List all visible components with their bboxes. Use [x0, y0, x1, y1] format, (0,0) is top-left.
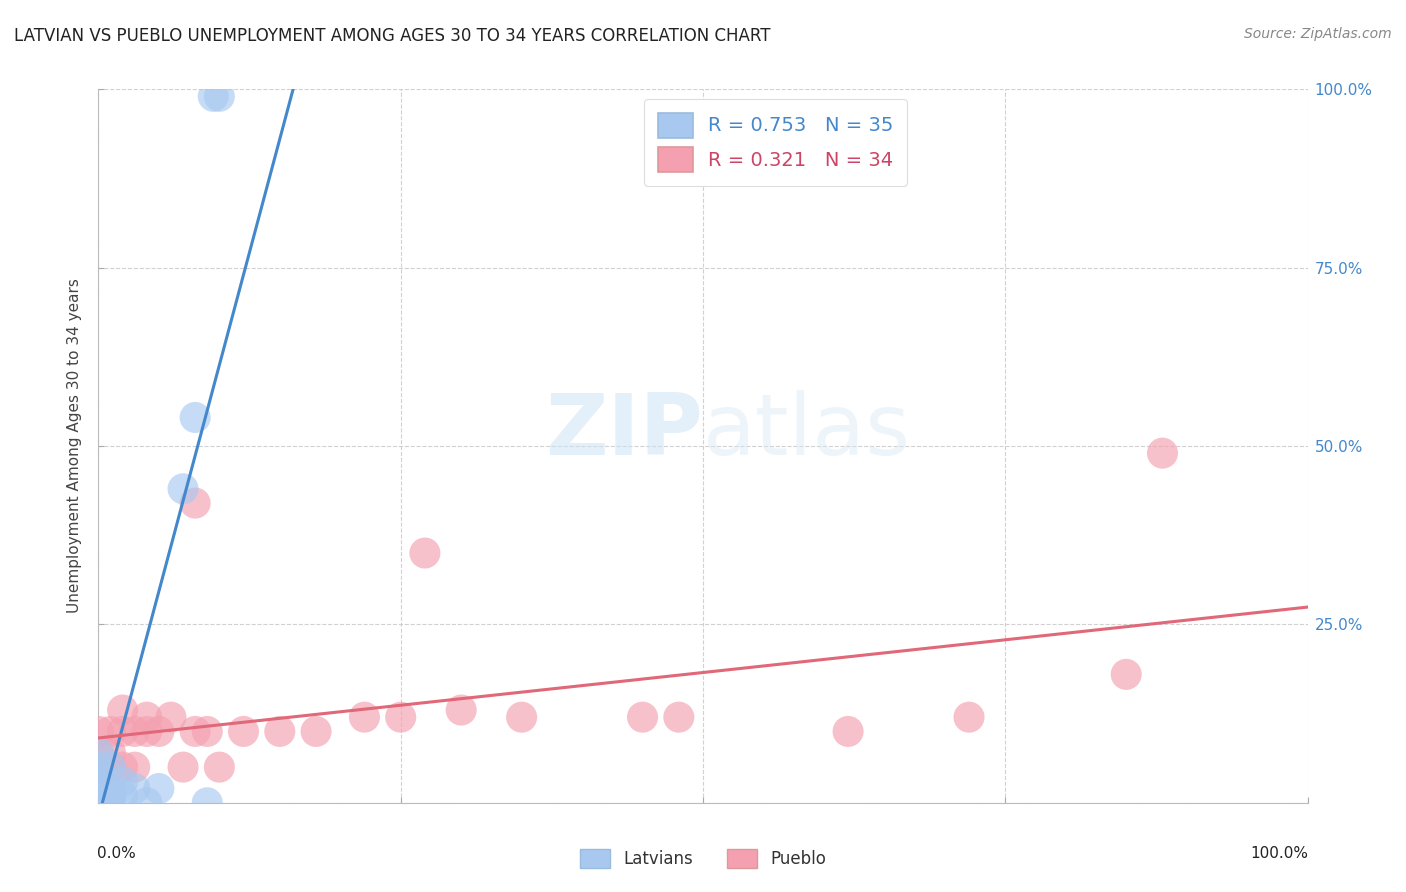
Text: Source: ZipAtlas.com: Source: ZipAtlas.com [1244, 27, 1392, 41]
Point [124, 781, 146, 796]
Point [87, 796, 110, 810]
Point [87, 796, 110, 810]
Point [111, 703, 134, 717]
Point [87, 796, 110, 810]
Point [172, 482, 194, 496]
Point [87, 781, 110, 796]
Point [353, 710, 375, 724]
Point [135, 796, 157, 810]
Legend: Latvians, Pueblo: Latvians, Pueblo [574, 842, 832, 875]
Point [100, 781, 122, 796]
Point [87, 796, 110, 810]
Point [837, 724, 859, 739]
Point [208, 760, 231, 774]
Point [100, 746, 122, 760]
Point [87, 796, 110, 810]
Point [510, 710, 533, 724]
Point [124, 724, 146, 739]
Point [87, 774, 110, 789]
Point [1115, 667, 1137, 681]
Point [148, 781, 170, 796]
Point [87, 796, 110, 810]
Point [87, 767, 110, 781]
Point [87, 781, 110, 796]
Point [87, 760, 110, 774]
Point [232, 724, 254, 739]
Point [87, 796, 110, 810]
Point [100, 724, 122, 739]
Point [305, 724, 328, 739]
Point [269, 724, 291, 739]
Point [957, 710, 980, 724]
Point [111, 724, 134, 739]
Point [202, 89, 225, 103]
Point [87, 760, 110, 774]
Text: ZIP: ZIP [546, 390, 703, 474]
Point [87, 746, 110, 760]
Point [184, 496, 207, 510]
Text: atlas: atlas [703, 390, 911, 474]
Point [148, 724, 170, 739]
Point [111, 774, 134, 789]
Y-axis label: Unemployment Among Ages 30 to 34 years: Unemployment Among Ages 30 to 34 years [67, 278, 83, 614]
Point [87, 796, 110, 810]
Point [87, 796, 110, 810]
Text: LATVIAN VS PUEBLO UNEMPLOYMENT AMONG AGES 30 TO 34 YEARS CORRELATION CHART: LATVIAN VS PUEBLO UNEMPLOYMENT AMONG AGE… [14, 27, 770, 45]
Point [87, 746, 110, 760]
Point [668, 710, 690, 724]
Point [100, 796, 122, 810]
Point [195, 724, 218, 739]
Point [413, 546, 436, 560]
Point [100, 796, 122, 810]
Point [160, 710, 183, 724]
Legend: R = 0.753   N = 35, R = 0.321   N = 34: R = 0.753 N = 35, R = 0.321 N = 34 [644, 99, 907, 186]
Point [135, 710, 157, 724]
Point [87, 796, 110, 810]
Point [1152, 446, 1174, 460]
Point [124, 760, 146, 774]
Point [111, 789, 134, 803]
Point [100, 760, 122, 774]
Point [172, 760, 194, 774]
Text: 100.0%: 100.0% [1251, 846, 1309, 861]
Point [87, 724, 110, 739]
Point [135, 724, 157, 739]
Text: 0.0%: 0.0% [97, 846, 136, 861]
Point [111, 760, 134, 774]
Point [389, 710, 412, 724]
Point [87, 789, 110, 803]
Point [100, 789, 122, 803]
Point [195, 796, 218, 810]
Point [87, 789, 110, 803]
Point [87, 796, 110, 810]
Point [100, 760, 122, 774]
Point [208, 89, 231, 103]
Point [184, 410, 207, 425]
Point [87, 796, 110, 810]
Point [450, 703, 472, 717]
Point [184, 724, 207, 739]
Point [631, 710, 654, 724]
